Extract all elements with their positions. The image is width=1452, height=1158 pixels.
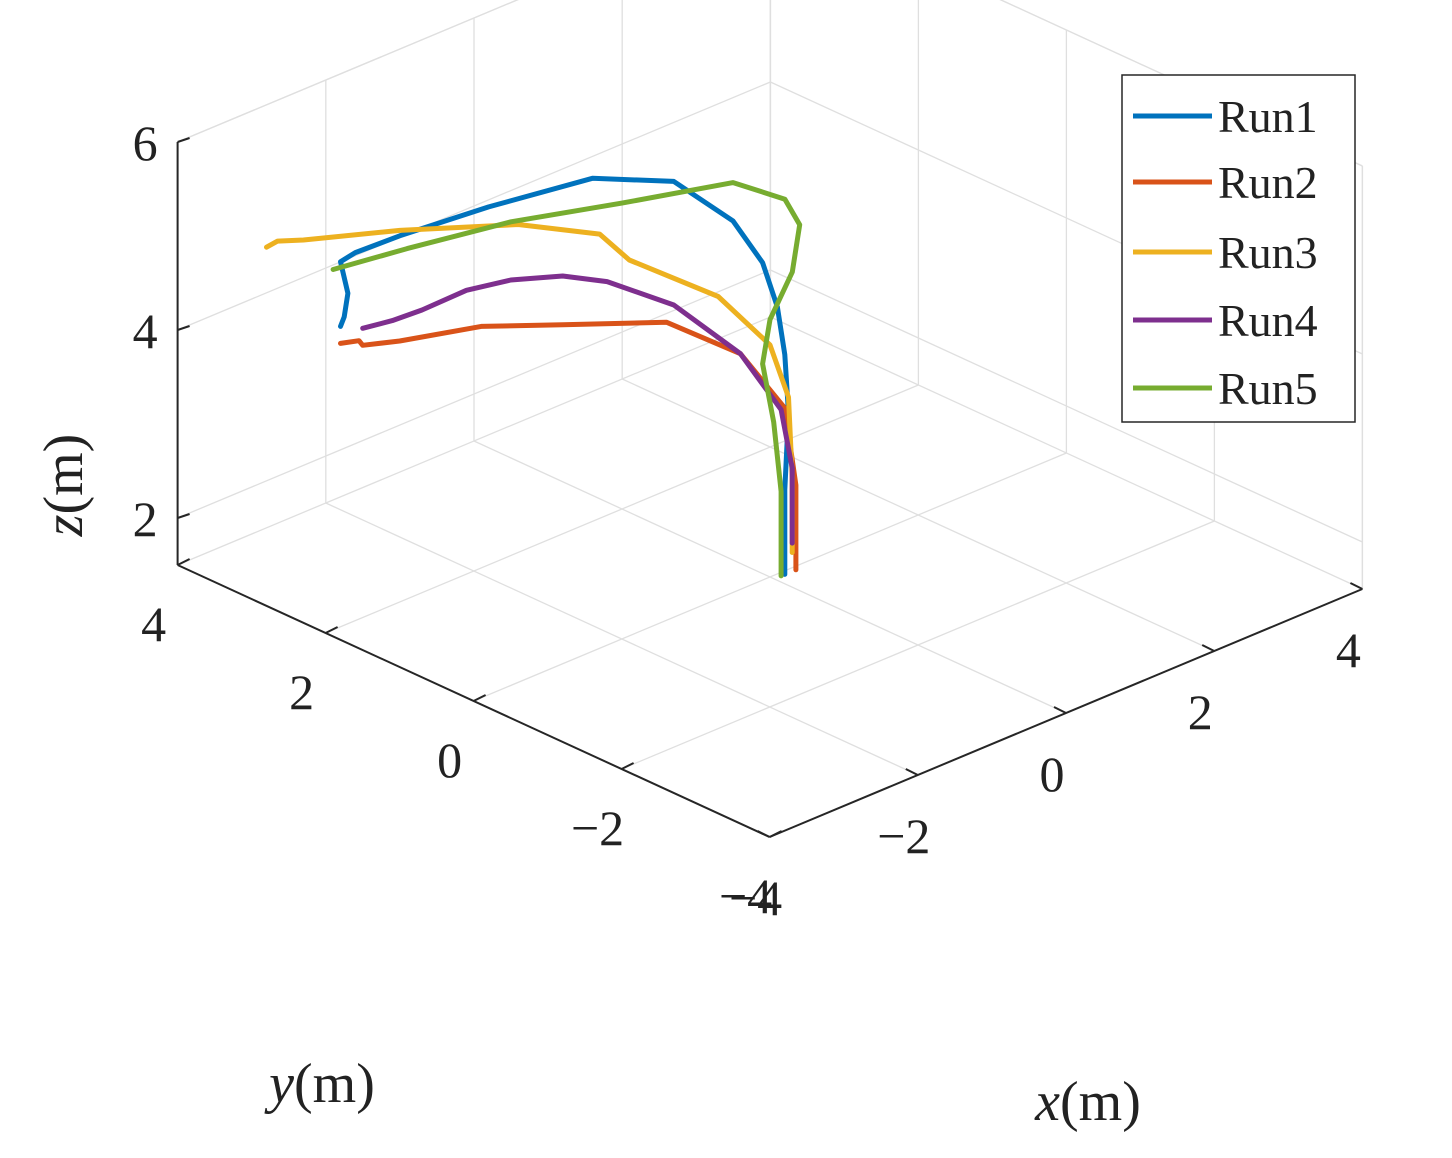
x-axis-var: x: [1034, 1071, 1060, 1133]
x-tick-label: 4: [1336, 622, 1361, 678]
x-tick: [1053, 706, 1067, 714]
y-tick-label: 2: [289, 664, 314, 720]
x-tick: [1201, 644, 1215, 652]
x-tick: [905, 768, 919, 776]
legend-label-run4: Run4: [1218, 295, 1318, 346]
z-tick: [177, 513, 190, 519]
legend-label-run5: Run5: [1218, 363, 1318, 414]
grid-floor-y: [473, 452, 1067, 702]
series-line-run4: [360, 273, 795, 546]
y-tick-label: −4: [719, 868, 772, 924]
series-line-run2: [338, 319, 799, 573]
z-axis-var: z: [33, 514, 95, 537]
z-axis-unit: (m): [33, 434, 95, 515]
y-tick: [473, 694, 487, 702]
legend: Run1 Run2 Run3 Run4 Run5: [1121, 74, 1356, 423]
grid-wall-xz: [177, 269, 771, 519]
data-series: [264, 175, 803, 579]
grid-wall-xz: [177, 81, 771, 331]
x-tick-label: −4: [729, 870, 782, 926]
z-tick-label: 2: [133, 491, 158, 547]
x-axis-unit: (m): [1060, 1071, 1141, 1133]
x-tick-label: 0: [1040, 746, 1065, 802]
x-tick: [1349, 582, 1363, 590]
series-line-run3: [264, 222, 795, 555]
x-tick-label: 2: [1188, 684, 1213, 740]
box-edge: [177, 0, 519, 143]
legend-label-run3: Run3: [1218, 227, 1318, 278]
y-tick: [325, 626, 339, 634]
legend-label-run1: Run1: [1218, 91, 1318, 142]
legend-box: [1121, 74, 1356, 423]
x-tick-label: −2: [877, 808, 930, 864]
y-axis-var: y: [264, 1053, 294, 1115]
y-tick: [177, 558, 191, 566]
tick-labels: −4 −2 0 2 4 −4 −2 0 2 4 2 4 6: [133, 115, 1361, 926]
grid-floor-y: [325, 384, 919, 634]
legend-label-run2: Run2: [1218, 157, 1318, 208]
z-tick-label: 6: [133, 115, 158, 171]
grid-floor-y: [621, 520, 1215, 770]
y-axis-unit: (m): [294, 1053, 375, 1115]
grid-wall-yz: [770, 269, 1363, 543]
x-tick: [757, 830, 771, 838]
y-tick-label: 0: [437, 732, 462, 788]
z-axis-label: z(m): [33, 434, 95, 538]
y-axis-line: [177, 564, 771, 838]
y-tick-label: −2: [571, 800, 624, 856]
y-axis-label: y(m): [264, 1053, 375, 1115]
z-tick-label: 4: [133, 303, 158, 359]
z-tick: [177, 325, 190, 331]
y-tick-label: 4: [141, 596, 166, 652]
series-line-run1: [338, 175, 791, 577]
z-tick: [177, 137, 190, 143]
y-tick: [621, 762, 635, 770]
y-tick: [769, 830, 783, 838]
axes: [176, 137, 1363, 838]
series-line-run5: [330, 180, 803, 579]
x-axis-label: x(m): [1034, 1071, 1141, 1133]
